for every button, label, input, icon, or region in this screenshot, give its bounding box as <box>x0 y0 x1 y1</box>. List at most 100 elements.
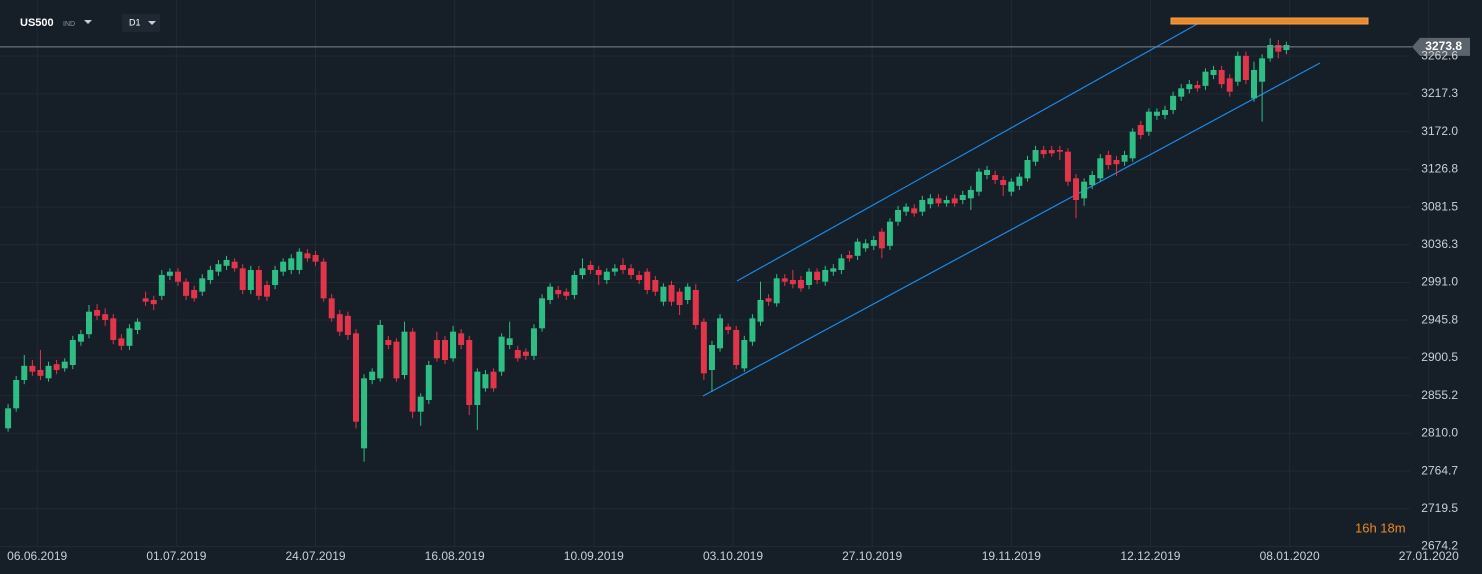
candle-body <box>1048 150 1055 154</box>
symbol-dropdown[interactable] <box>84 20 92 24</box>
candle-body <box>797 280 804 289</box>
candle-body <box>166 271 173 276</box>
candle-body <box>13 380 20 409</box>
candle-body <box>927 198 934 205</box>
candle-body <box>53 364 60 370</box>
symbol[interactable]: US500 <box>20 17 54 29</box>
candle-body <box>895 210 902 222</box>
candle-body <box>878 231 885 249</box>
candle-body <box>951 198 958 204</box>
y-tick-label: 2719.5 <box>1421 501 1458 515</box>
candle-body <box>854 241 861 256</box>
grid <box>0 0 1430 547</box>
candle-body <box>1129 131 1136 159</box>
x-tick-label: 24.07.2019 <box>285 549 345 563</box>
x-tick-label: 19.11.2019 <box>982 549 1041 563</box>
candle-body <box>1283 45 1290 50</box>
candle-body <box>919 200 926 212</box>
candle-body <box>975 171 982 192</box>
channel-lower <box>702 62 1321 397</box>
candle-body <box>409 331 416 412</box>
candle-body <box>191 290 198 299</box>
x-tick-label: 16.08.2019 <box>425 549 485 563</box>
candle-body <box>1016 176 1023 186</box>
timeframe[interactable]: D1 <box>129 17 141 27</box>
candle-body <box>433 340 440 359</box>
candle-body <box>684 286 691 300</box>
candle-body <box>450 331 457 359</box>
candle-body <box>199 278 206 292</box>
timeframe-button[interactable] <box>122 14 160 32</box>
candle-body <box>1153 111 1160 116</box>
candle-body <box>1113 160 1120 165</box>
candle-body <box>765 298 772 302</box>
candle-body <box>223 260 230 266</box>
candle-body <box>1218 70 1225 85</box>
candle-body <box>1145 111 1152 132</box>
candle-body <box>110 318 117 340</box>
y-tick-label: 2900.5 <box>1421 350 1458 364</box>
candle-body <box>336 314 343 332</box>
candle-body <box>255 270 262 296</box>
candle-body <box>870 240 877 246</box>
candle-body <box>304 253 311 259</box>
candle-body <box>498 336 505 372</box>
x-tick-label: 03.10.2019 <box>703 549 763 563</box>
candle-body <box>401 331 408 375</box>
candle-body <box>781 278 788 282</box>
candle-body <box>441 340 448 360</box>
x-tick-label: 27.01.2020 <box>1399 549 1459 563</box>
candle-body <box>21 365 28 380</box>
candle-body <box>296 251 303 270</box>
candle-body <box>69 340 76 365</box>
candle-body <box>239 268 246 290</box>
y-tick-label: 2991.0 <box>1421 275 1458 289</box>
candle-body <box>1089 175 1096 185</box>
candle-body <box>272 270 279 285</box>
candle-body <box>595 270 602 275</box>
candle-body <box>158 275 165 296</box>
candle-body <box>563 291 570 296</box>
candle-body <box>1226 78 1233 92</box>
candle-body <box>328 298 335 319</box>
candle-body <box>94 310 101 316</box>
candle-body <box>288 258 295 270</box>
candle-body <box>1162 110 1169 115</box>
timeframe-dropdown[interactable] <box>148 21 156 25</box>
candle-body <box>1064 151 1071 182</box>
candle-body <box>539 298 546 329</box>
candle-body <box>1178 88 1185 97</box>
candle-body <box>466 340 473 405</box>
candle-body <box>692 290 699 325</box>
candle-body <box>967 190 974 199</box>
candle-body <box>1234 55 1241 82</box>
x-tick-label: 27.10.2019 <box>842 549 902 563</box>
candle-body <box>1008 181 1015 192</box>
candle-body <box>1073 178 1080 200</box>
candle-body <box>458 333 465 345</box>
candle-body <box>37 370 44 376</box>
candle-body <box>862 243 869 249</box>
candle-body <box>1275 45 1282 52</box>
x-tick-label: 12.12.2019 <box>1120 549 1180 563</box>
candle-body <box>1137 125 1144 135</box>
candle-body <box>1251 70 1258 99</box>
candle-body <box>611 268 618 272</box>
candle-body <box>142 298 149 302</box>
x-tick-label: 08.01.2020 <box>1260 549 1320 563</box>
candle-body <box>749 318 756 342</box>
last-price-tag <box>1412 37 1470 56</box>
candle-body <box>1024 160 1031 179</box>
candle-body <box>668 285 675 302</box>
candle-body <box>312 255 319 262</box>
y-tick-label: 2945.8 <box>1421 312 1458 326</box>
candle-body <box>361 378 368 449</box>
x-tick-label: 01.07.2019 <box>146 549 206 563</box>
candle-body <box>506 338 513 345</box>
candle-body <box>644 271 651 290</box>
candle-body <box>725 326 732 330</box>
candle-body <box>886 221 893 246</box>
